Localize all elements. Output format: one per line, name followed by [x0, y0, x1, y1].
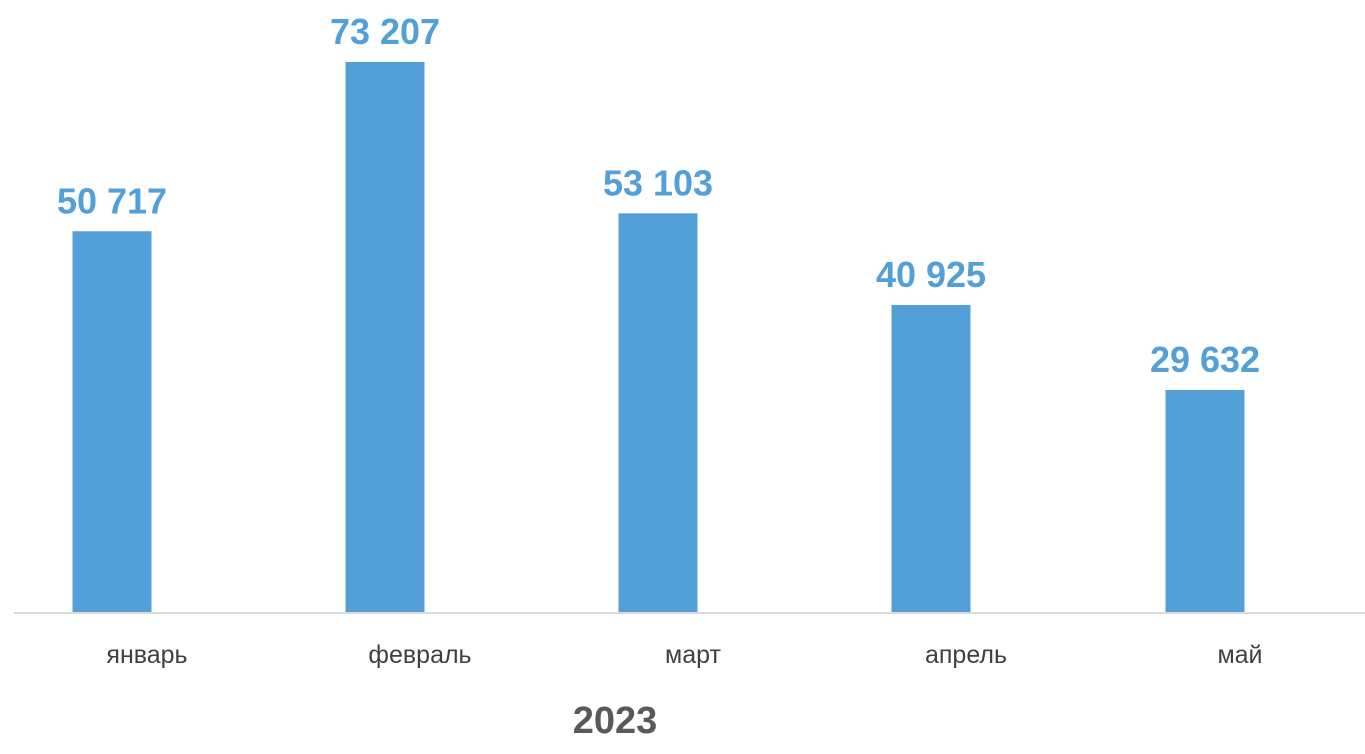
value-label-2: 73 207 — [330, 11, 440, 52]
bar-1 — [72, 231, 152, 613]
value-label-4: 40 925 — [876, 254, 986, 295]
category-label-3: март — [665, 641, 721, 669]
value-labels-layer: 50 717 73 207 53 103 40 925 29 632 — [57, 11, 1260, 380]
value-label-5: 29 632 — [1150, 339, 1260, 380]
category-label-5: май — [1217, 641, 1262, 669]
category-label-1: январь — [106, 641, 187, 669]
category-label-2: февраль — [368, 641, 471, 669]
bar-4 — [891, 304, 971, 613]
value-label-1: 50 717 — [57, 180, 167, 221]
bar-2 — [345, 62, 425, 613]
x-axis-title: 2023 — [573, 700, 658, 742]
bar-5 — [1165, 389, 1245, 613]
bars-layer — [72, 62, 1245, 613]
bar-3 — [618, 213, 698, 613]
category-label-4: апрель — [925, 641, 1007, 669]
category-labels-layer: январь февраль март апрель май — [106, 641, 1262, 669]
value-label-3: 53 103 — [603, 162, 713, 203]
